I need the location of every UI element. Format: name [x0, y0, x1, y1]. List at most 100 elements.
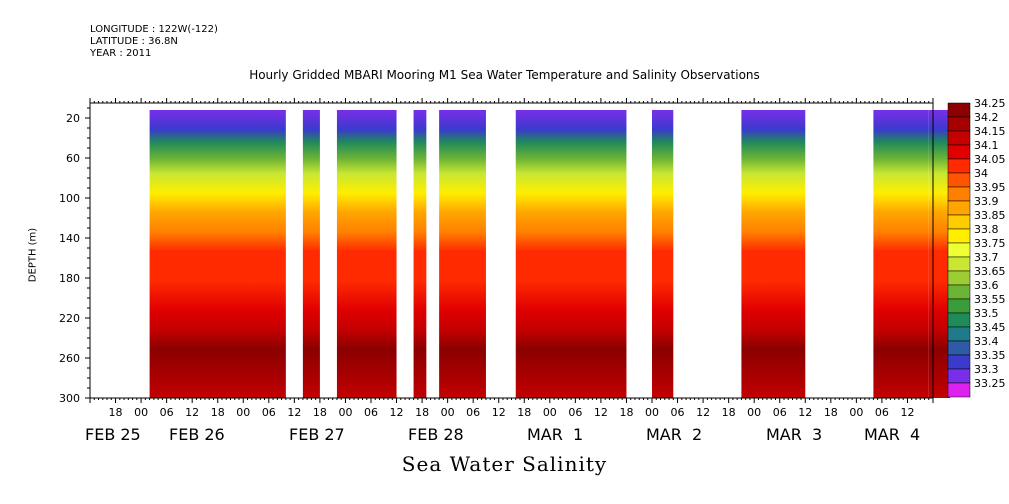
- x-hour-label: 00: [134, 406, 148, 419]
- data-segment: [515, 110, 627, 398]
- data-segment: [741, 110, 806, 398]
- data-segment: [302, 110, 320, 398]
- y-tick-label: 140: [59, 232, 80, 245]
- colorbar-label: 33.4: [974, 335, 999, 348]
- data-segment: [413, 110, 427, 398]
- x-hour-label: 06: [568, 406, 582, 419]
- colorbar-label: 34.1: [974, 139, 999, 152]
- colorbar-label: 33.9: [974, 195, 999, 208]
- colorbar-label: 33.6: [974, 279, 999, 292]
- x-hour-label: 00: [236, 406, 250, 419]
- y-tick-label: 100: [59, 192, 80, 205]
- colorbar-swatch: [947, 144, 971, 160]
- x-hour-label: 00: [645, 406, 659, 419]
- y-tick-label: 60: [66, 152, 80, 165]
- colorbar-label: 34.05: [974, 153, 1006, 166]
- x-hour-label: 12: [798, 406, 812, 419]
- y-tick-label: 20: [66, 112, 80, 125]
- colorbar-label: 33.85: [974, 209, 1006, 222]
- chart-title: Hourly Gridded MBARI Mooring M1 Sea Wate…: [249, 68, 760, 82]
- colorbar-label: 34.2: [974, 111, 999, 124]
- x-hour-label: 12: [594, 406, 608, 419]
- x-hour-label: 18: [619, 406, 633, 419]
- colorbar-swatch: [947, 326, 971, 342]
- colorbar-label: 33.25: [974, 377, 1006, 390]
- x-hour-label: 18: [109, 406, 123, 419]
- colorbar-label: 33.3: [974, 363, 999, 376]
- x-day-label: MAR 1: [527, 425, 583, 444]
- colorbar-label: 33.35: [974, 349, 1006, 362]
- x-day-label: FEB 27: [289, 425, 345, 444]
- colorbar-swatch: [947, 158, 971, 174]
- x-hour-label: 18: [824, 406, 838, 419]
- x-hour-label: 00: [747, 406, 761, 419]
- x-hour-label: 12: [696, 406, 710, 419]
- colorbar-label: 33.65: [974, 265, 1006, 278]
- data-segment: [928, 110, 951, 398]
- x-hour-label: 12: [492, 406, 506, 419]
- colorbar-label: 33.5: [974, 307, 999, 320]
- colorbar-swatch: [947, 242, 971, 258]
- colorbar-label: 34.15: [974, 125, 1006, 138]
- data-segment: [873, 110, 929, 398]
- colorbar-swatch: [947, 214, 971, 230]
- y-tick-label: 260: [59, 352, 80, 365]
- colorbar-label: 33.75: [974, 237, 1006, 250]
- colorbar-swatch: [947, 354, 971, 370]
- colorbar-label: 34: [974, 167, 988, 180]
- colorbar-label: 33.95: [974, 181, 1006, 194]
- x-hour-label: 00: [338, 406, 352, 419]
- x-hour-label: 06: [160, 406, 174, 419]
- colorbar-label: 33.45: [974, 321, 1006, 334]
- x-hour-label: 12: [390, 406, 404, 419]
- y-tick-label: 300: [59, 392, 80, 405]
- x-hour-label: 18: [722, 406, 736, 419]
- colorbar-label: 33.8: [974, 223, 999, 236]
- colorbar-swatch: [947, 368, 971, 384]
- x-day-label: FEB 25: [85, 425, 141, 444]
- x-hour-label: 06: [262, 406, 276, 419]
- x-hour-label: 06: [875, 406, 889, 419]
- longitude-label: LONGITUDE : 122W(-122): [90, 24, 218, 35]
- colorbar-label: 33.7: [974, 251, 999, 264]
- colorbar-swatch: [947, 340, 971, 356]
- data-segment: [149, 110, 286, 398]
- y-tick-label: 220: [59, 312, 80, 325]
- colorbar-swatch: [947, 172, 971, 188]
- y-tick-label: 180: [59, 272, 80, 285]
- x-day-label: MAR 2: [646, 425, 702, 444]
- data-segment: [336, 110, 397, 398]
- x-hour-label: 18: [313, 406, 327, 419]
- colorbar-swatch: [947, 312, 971, 328]
- x-day-label: MAR 4: [864, 425, 920, 444]
- x-hour-label: 12: [287, 406, 301, 419]
- colorbar-swatch: [947, 186, 971, 202]
- colorbar-swatch: [947, 228, 971, 244]
- x-hour-label: 00: [849, 406, 863, 419]
- variable-title: Sea Water Salinity: [401, 452, 608, 476]
- data-segment: [652, 110, 674, 398]
- x-hour-label: 18: [517, 406, 531, 419]
- x-day-label: FEB 28: [408, 425, 464, 444]
- x-hour-label: 06: [671, 406, 685, 419]
- colorbar-swatch: [947, 256, 971, 272]
- data-segment: [439, 110, 486, 398]
- colorbar-swatch: [947, 130, 971, 146]
- colorbar-swatch: [947, 270, 971, 286]
- x-hour-label: 06: [773, 406, 787, 419]
- latitude-label: LATITUDE : 36.8N: [90, 36, 178, 47]
- colorbar-swatch: [947, 200, 971, 216]
- x-hour-label: 00: [543, 406, 557, 419]
- x-hour-label: 12: [900, 406, 914, 419]
- colorbar-label: 33.55: [974, 293, 1006, 306]
- colorbar-swatch: [947, 284, 971, 300]
- x-day-label: FEB 26: [169, 425, 225, 444]
- x-hour-label: 18: [211, 406, 225, 419]
- colorbar-swatch: [947, 102, 971, 118]
- x-hour-label: 00: [441, 406, 455, 419]
- colorbar-swatch: [947, 116, 971, 132]
- x-day-label: MAR 3: [766, 425, 822, 444]
- x-hour-label: 06: [466, 406, 480, 419]
- colorbar-swatch: [947, 382, 971, 398]
